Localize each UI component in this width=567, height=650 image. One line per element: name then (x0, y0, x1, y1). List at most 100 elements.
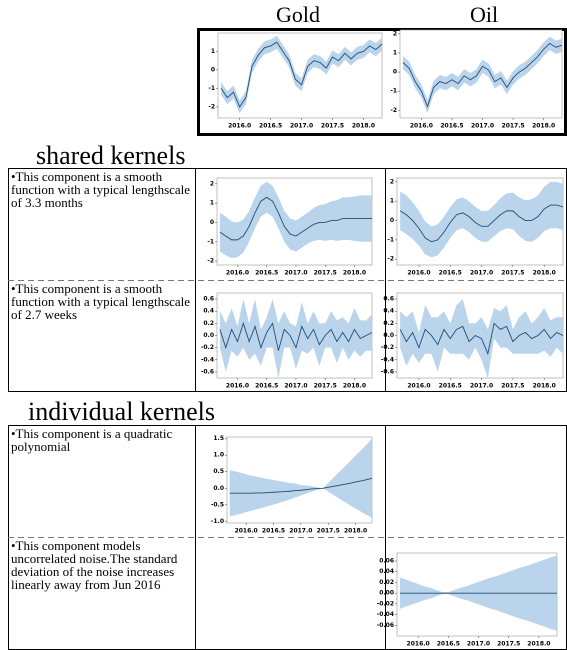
x-tick-label: 2017.0 (290, 123, 313, 130)
y-tick-label: 0 (393, 69, 397, 76)
x-tick-label: 2016.0 (235, 528, 258, 535)
y-tick-label: 0.0 (213, 485, 224, 492)
x-tick-label: 2016.5 (259, 123, 282, 130)
y-tick-label: -0.6 (381, 368, 394, 375)
mean-line (399, 322, 563, 356)
x-tick-label: 2017.0 (470, 270, 493, 277)
y-tick-label: 0 (210, 219, 214, 226)
mean-line (402, 42, 562, 108)
y-tick-label: 2 (390, 178, 394, 185)
x-tick-label: 2017.5 (501, 270, 524, 277)
x-tick-label: 2018.0 (533, 383, 556, 390)
x-tick-label: 2017.0 (467, 641, 490, 648)
x-tick-label: 2016.5 (255, 270, 278, 277)
y-tick-label: -0.6 (201, 368, 214, 375)
x-tick-label: 2018.0 (533, 270, 556, 277)
y-tick-label: 2 (210, 180, 214, 187)
x-tick-label: 2017.5 (321, 123, 344, 130)
x-tick-label: 2018.0 (532, 123, 555, 130)
y-tick-label: 0.2 (203, 320, 214, 327)
y-tick-label: 0.4 (383, 308, 394, 315)
y-tick-label: -0.2 (381, 344, 394, 351)
y-tick-label: 0 (211, 66, 215, 73)
x-tick-label: 2017.0 (284, 270, 307, 277)
x-tick-label: 2017.0 (284, 383, 307, 390)
x-tick-label: 2016.0 (407, 383, 430, 390)
y-tick-label: -2 (208, 103, 215, 110)
panel-title: Gold (276, 2, 320, 27)
y-tick-label: -2 (390, 107, 397, 114)
x-tick-label: 2016.5 (255, 383, 278, 390)
x-tick-label: 2016.0 (410, 123, 433, 130)
y-tick-label: 1 (393, 49, 397, 56)
y-tick-label: 0.6 (383, 296, 394, 303)
x-tick-label: 2016.0 (226, 270, 249, 277)
x-tick-label: 2016.5 (439, 270, 462, 277)
section-heading: shared kernels (36, 141, 186, 170)
y-tick-label: -1.0 (211, 518, 224, 525)
x-tick-label: 2018.0 (527, 641, 550, 648)
y-tick-label: 0 (390, 217, 394, 224)
uncertainty-band (400, 181, 563, 258)
x-tick-label: 2017.5 (502, 123, 525, 130)
x-tick-label: 2016.0 (407, 270, 430, 277)
y-tick-label: 0.0 (203, 332, 214, 339)
mean-line (219, 321, 372, 351)
y-tick-label: -0.06 (377, 622, 394, 629)
x-tick-label: 2016.0 (228, 123, 251, 130)
y-tick-label: -1 (208, 85, 215, 92)
x-tick-label: 2017.0 (471, 123, 494, 130)
mean-line (220, 41, 382, 108)
y-tick-label: -0.5 (211, 501, 224, 508)
x-tick-label: 2018.0 (343, 383, 366, 390)
x-tick-label: 2017.5 (501, 383, 524, 390)
uncertainty-band (219, 181, 372, 259)
y-tick-label: -0.4 (381, 356, 394, 363)
panel-title: Oil (470, 2, 499, 27)
y-tick-label: -0.4 (201, 356, 214, 363)
y-tick-label: -1 (207, 238, 214, 245)
mean-line (399, 204, 563, 243)
x-tick-label: 2016.5 (440, 123, 463, 130)
y-tick-label: 0.5 (213, 468, 224, 475)
x-tick-label: 2018.0 (352, 123, 375, 130)
x-tick-label: 2016.0 (407, 641, 430, 648)
y-tick-label: 0.6 (203, 296, 214, 303)
y-tick-label: -0.02 (377, 600, 394, 607)
description: •This component is a smooth function wit… (11, 169, 191, 210)
x-tick-label: 2016.5 (262, 528, 285, 535)
uncertainty-band (403, 36, 562, 114)
y-tick-label: 1 (390, 198, 394, 205)
x-tick-label: 2018.0 (344, 528, 367, 535)
x-tick-label: 2016.0 (226, 383, 249, 390)
uncertainty-band (229, 438, 372, 519)
y-tick-label: 0.4 (203, 308, 214, 315)
y-tick-label: -0.2 (201, 344, 214, 351)
y-tick-label: 1.0 (213, 452, 224, 459)
description: •This component is a quadratic polynomia… (11, 426, 173, 454)
x-tick-label: 2017.5 (317, 528, 340, 535)
y-tick-label: 0.0 (383, 332, 394, 339)
mean-line (229, 477, 372, 494)
y-tick-label: -2 (387, 256, 394, 263)
y-tick-label: -0.04 (377, 611, 394, 618)
y-tick-label: -2 (207, 258, 214, 265)
y-tick-label: 1 (211, 48, 215, 55)
x-tick-label: 2017.0 (470, 383, 493, 390)
y-tick-label: 1 (210, 200, 214, 207)
y-tick-label: 1.5 (213, 435, 224, 442)
y-tick-label: 0.02 (379, 579, 394, 586)
y-tick-label: 2 (393, 30, 397, 37)
description: •This component models uncorrelated nois… (11, 538, 178, 592)
x-tick-label: 2017.5 (314, 383, 337, 390)
description: •This component is a smooth function wit… (11, 281, 191, 322)
y-tick-label: 0.06 (379, 558, 394, 565)
y-tick-label: -1 (387, 236, 394, 243)
top-frame (197, 28, 567, 136)
y-tick-label: -1 (390, 88, 397, 95)
mean-line (219, 196, 372, 241)
y-tick-label: 0.00 (379, 590, 394, 597)
x-tick-label: 2016.5 (437, 641, 460, 648)
